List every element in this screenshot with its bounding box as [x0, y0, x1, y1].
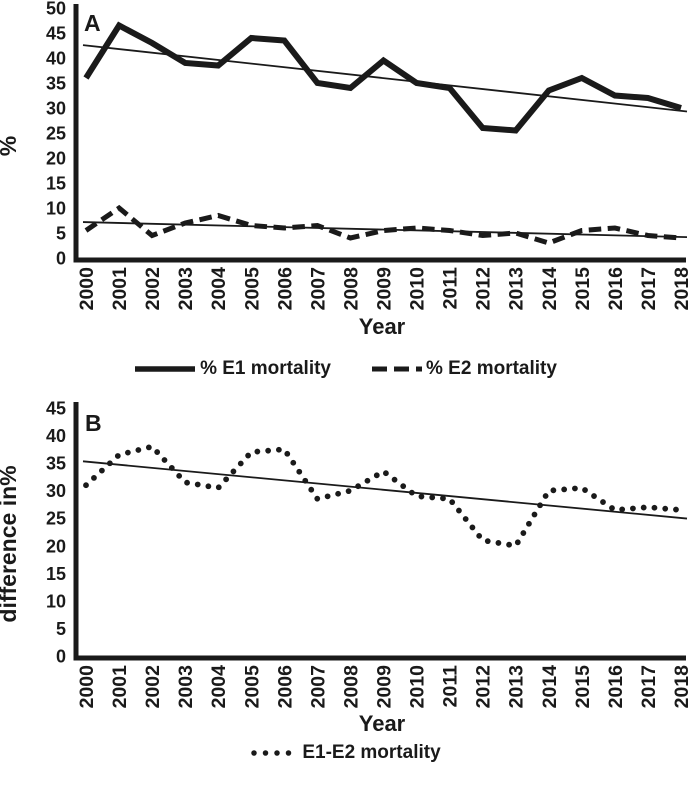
solid-line-sample-icon	[135, 366, 196, 372]
y-tick-label: 0	[56, 646, 66, 666]
x-tick-label: 2003	[175, 267, 197, 311]
y-tick-label: 45	[46, 398, 66, 418]
x-tick-label: 2016	[605, 267, 627, 311]
x-tick-label: 2000	[76, 665, 98, 709]
panel-b-legend: E1-E2 mortality	[0, 738, 690, 768]
x-tick-label: 2013	[506, 665, 528, 709]
panel-a-chart: 0 5 10 15 20 25 30 35 40 45 50 2000 2001 2002 2003 2004…	[0, 0, 690, 339]
x-tick-label: 2013	[506, 267, 528, 311]
y-tick-label: 35	[46, 73, 66, 93]
x-tick-label: 2012	[473, 665, 495, 709]
series-line--e1-mortality	[83, 21, 682, 134]
trendline-e1-e2-mortality	[82, 460, 688, 520]
x-tick-label: 2008	[340, 665, 362, 709]
x-tick-label: 2000	[76, 267, 98, 311]
series-line--e2-mortality	[84, 204, 682, 246]
x-tick-label: 2001	[109, 665, 131, 709]
y-tick-label: 15	[46, 564, 66, 584]
x-tick-label: 2014	[539, 665, 561, 709]
x-tick-label: 2005	[241, 665, 263, 709]
y-tick-label: 45	[46, 23, 66, 43]
x-tick-label: 2002	[142, 665, 164, 709]
x-tick-label: 2015	[572, 665, 594, 709]
series-line-e1-e2-mortality	[83, 443, 684, 549]
legend-label-e1-e2: E1-E2 mortality	[302, 742, 441, 763]
x-tick-label: 2016	[605, 665, 627, 709]
x-tick-label: 2006	[274, 665, 296, 709]
y-tick-label: 40	[46, 426, 66, 446]
x-tick-label: 2008	[340, 267, 362, 311]
y-tick-label: 50	[46, 0, 66, 18]
x-tick-label: 2014	[539, 267, 561, 311]
x-tick-label: 2010	[407, 665, 429, 709]
x-tick-label: 2009	[374, 267, 396, 311]
legend-item-e1-e2-difference: E1-E2 mortality	[249, 742, 441, 764]
x-tick-label: 2018	[671, 665, 690, 709]
x-tick-label: 2012	[473, 267, 495, 311]
legend-item-e1-mortality: % E1 mortality	[133, 358, 331, 380]
x-tick-label: 2005	[241, 267, 263, 311]
y-tick-label: 20	[46, 148, 66, 168]
x-tick-label: 2009	[374, 665, 396, 709]
y-axis-title: difference in%	[0, 465, 21, 622]
y-tick-label: 20	[46, 536, 66, 556]
x-axis-title: Year	[359, 711, 406, 736]
dashed-line-sample-icon	[372, 366, 422, 372]
x-tick-label: 2001	[109, 267, 131, 311]
x-tick-label: 2017	[638, 665, 660, 708]
panel-label: A	[84, 10, 101, 36]
y-tick-label: 40	[46, 48, 66, 68]
legend-item-e2-mortality: % E2 mortality	[371, 358, 557, 380]
panel-label: B	[85, 410, 102, 436]
x-tick-label: 2015	[572, 267, 594, 311]
y-tick-label: 5	[56, 223, 66, 243]
y-tick-label: 25	[46, 509, 66, 529]
x-tick-label: 2018	[671, 267, 690, 311]
legend-label-e1: % E1 mortality	[200, 358, 331, 379]
x-tick-label: 2004	[208, 267, 230, 311]
x-tick-label: 2010	[407, 267, 429, 311]
x-tick-label: 2011	[440, 665, 462, 707]
y-tick-label: 15	[46, 173, 66, 193]
y-tick-label: 25	[46, 123, 66, 143]
two-panel-line-figure: 0 5 10 15 20 25 30 35 40 45 50 2000 2001 2002 2003 2004…	[0, 0, 690, 768]
trendline--e1-mortality	[82, 44, 688, 113]
y-tick-label: 0	[56, 248, 66, 268]
y-tick-label: 10	[46, 198, 66, 218]
y-axis-title: %	[0, 136, 21, 156]
y-tick-label: 5	[56, 619, 66, 639]
x-tick-label: 2003	[175, 665, 197, 709]
y-tick-label: 10	[46, 591, 66, 611]
trendline--e2-mortality	[82, 221, 688, 239]
legend-label-e2: % E2 mortality	[426, 358, 557, 379]
x-tick-label: 2004	[208, 665, 230, 709]
x-tick-label: 2007	[307, 665, 329, 708]
y-tick-label: 30	[46, 98, 66, 118]
x-tick-label: 2017	[638, 267, 660, 310]
dotted-line-sample-icon	[251, 750, 300, 756]
x-tick-label: 2007	[307, 267, 329, 310]
x-tick-label: 2002	[142, 267, 164, 311]
y-tick-label: 35	[46, 454, 66, 474]
panel-a-legend: % E1 mortality % E2 mortality	[0, 354, 690, 384]
x-axis-title: Year	[359, 314, 406, 339]
panel-b-chart: 0 5 10 15 20 25 30 35 40 45 2000 2001 2002 2003 2004 20…	[0, 398, 690, 736]
y-tick-label: 30	[46, 481, 66, 501]
x-tick-label: 2006	[274, 267, 296, 311]
x-tick-label: 2011	[440, 267, 462, 309]
